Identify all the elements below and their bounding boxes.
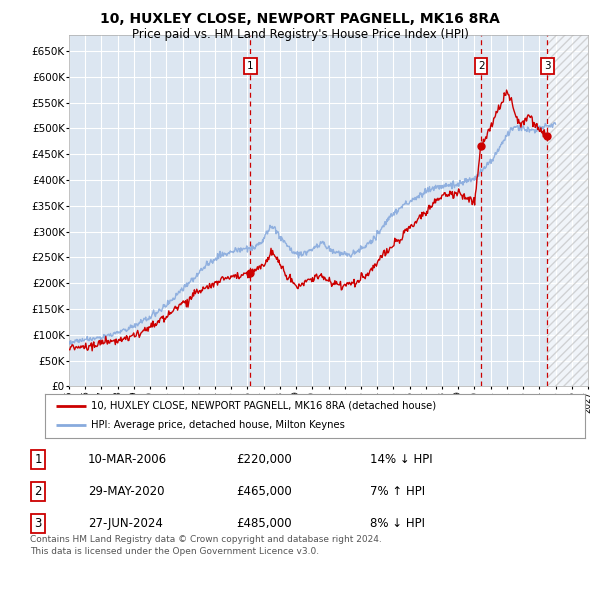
Text: 3: 3: [34, 517, 41, 530]
Text: 3: 3: [544, 61, 551, 71]
Text: £220,000: £220,000: [236, 453, 292, 466]
Text: £485,000: £485,000: [236, 517, 292, 530]
Text: 14% ↓ HPI: 14% ↓ HPI: [370, 453, 433, 466]
Text: 2: 2: [478, 61, 484, 71]
Text: Contains HM Land Registry data © Crown copyright and database right 2024.
This d: Contains HM Land Registry data © Crown c…: [29, 535, 382, 556]
Text: 29-MAY-2020: 29-MAY-2020: [88, 485, 164, 498]
Text: 10, HUXLEY CLOSE, NEWPORT PAGNELL, MK16 8RA (detached house): 10, HUXLEY CLOSE, NEWPORT PAGNELL, MK16 …: [91, 401, 436, 411]
Bar: [547, 35, 588, 386]
Text: Price paid vs. HM Land Registry's House Price Index (HPI): Price paid vs. HM Land Registry's House …: [131, 28, 469, 41]
Text: HPI: Average price, detached house, Milton Keynes: HPI: Average price, detached house, Milt…: [91, 421, 345, 430]
Text: 7% ↑ HPI: 7% ↑ HPI: [370, 485, 425, 498]
Text: 10, HUXLEY CLOSE, NEWPORT PAGNELL, MK16 8RA: 10, HUXLEY CLOSE, NEWPORT PAGNELL, MK16 …: [100, 12, 500, 26]
Text: 2: 2: [34, 485, 42, 498]
Text: £465,000: £465,000: [236, 485, 292, 498]
Text: 27-JUN-2024: 27-JUN-2024: [88, 517, 163, 530]
Text: 1: 1: [247, 61, 254, 71]
Text: 10-MAR-2006: 10-MAR-2006: [88, 453, 167, 466]
Text: 1: 1: [34, 453, 42, 466]
Text: 8% ↓ HPI: 8% ↓ HPI: [370, 517, 425, 530]
